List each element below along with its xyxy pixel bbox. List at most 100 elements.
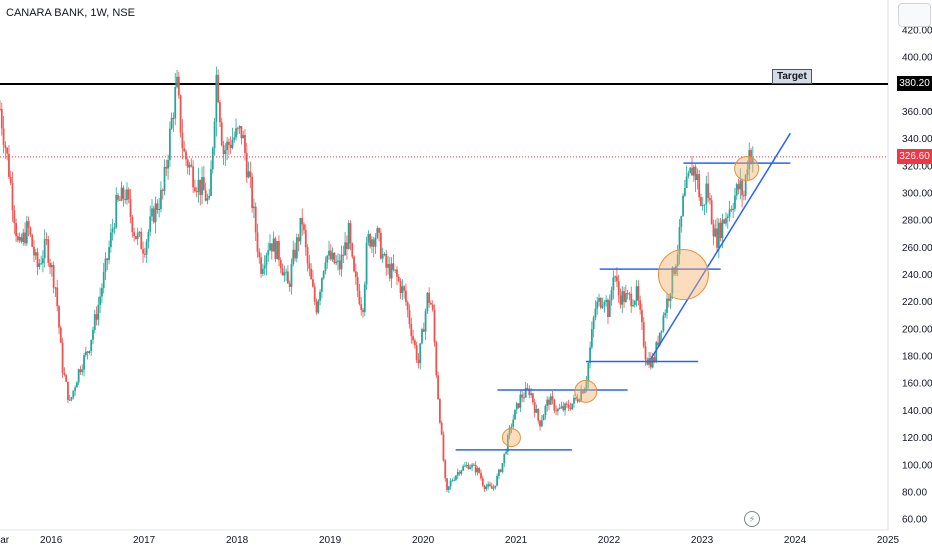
candle-body xyxy=(533,402,536,413)
candle-body xyxy=(79,369,82,372)
y-tick-label: 200.00 xyxy=(902,324,932,335)
candle-body xyxy=(723,219,726,224)
candle-body xyxy=(649,358,652,368)
candle-body xyxy=(265,255,268,266)
candle-body xyxy=(217,74,220,103)
candle-body xyxy=(531,393,534,403)
candle-body xyxy=(0,108,1,110)
candle-body xyxy=(619,295,622,305)
candle-body xyxy=(669,293,672,301)
candle-body xyxy=(433,309,436,343)
candle-body xyxy=(701,205,704,207)
candle-body xyxy=(286,271,289,284)
candle-body xyxy=(333,252,336,264)
candle-body xyxy=(589,347,591,363)
candle-body xyxy=(590,329,593,348)
candle-body xyxy=(683,187,686,196)
candle-body xyxy=(140,231,143,250)
candle-body xyxy=(544,405,547,416)
candle-body xyxy=(381,254,384,259)
candle-body xyxy=(746,169,749,176)
candle-body xyxy=(120,187,123,201)
candle-body xyxy=(226,141,228,151)
candle-body xyxy=(81,369,84,372)
candle-body xyxy=(299,217,302,242)
candle-body xyxy=(474,464,477,473)
candle-body xyxy=(16,236,19,241)
candle-body xyxy=(288,283,291,287)
candle-body xyxy=(188,164,191,168)
candle-body xyxy=(691,167,693,176)
candle-body xyxy=(508,427,511,436)
candle-body xyxy=(485,486,488,489)
level-price-badge: 380.20 xyxy=(897,76,932,92)
candle-body xyxy=(9,176,12,183)
candle-body xyxy=(104,258,107,272)
candle-body xyxy=(176,76,178,88)
candle-body xyxy=(88,350,91,353)
highlight-circle xyxy=(734,156,760,182)
candle-body xyxy=(363,284,366,313)
candle-body xyxy=(658,332,661,346)
candle-body xyxy=(412,336,414,341)
candle-body xyxy=(549,396,552,405)
candle-body xyxy=(179,95,182,133)
candle-body xyxy=(261,268,264,274)
candle-body xyxy=(328,250,330,256)
candle-body xyxy=(383,253,386,255)
candle-body xyxy=(685,176,688,188)
candle-body xyxy=(68,399,71,401)
candle-body xyxy=(496,475,499,486)
candle-body xyxy=(329,250,332,260)
candle-body xyxy=(728,209,731,217)
candle-body xyxy=(354,271,357,278)
candle-body xyxy=(574,397,577,400)
candle-body xyxy=(251,176,254,209)
candle-body xyxy=(358,290,361,305)
candle-body xyxy=(138,231,141,233)
x-tick-label: 2021 xyxy=(505,535,528,546)
candle-body xyxy=(101,288,103,297)
candle-body xyxy=(269,243,271,251)
candle-body xyxy=(99,296,102,305)
candle-body xyxy=(42,258,44,264)
highlight-circle xyxy=(657,249,709,301)
candle-body xyxy=(306,247,309,264)
candle-body xyxy=(460,470,463,474)
candle-body xyxy=(716,228,718,248)
candle-body xyxy=(598,298,600,302)
candle-body xyxy=(440,422,443,435)
toolbar-toggle-button[interactable] xyxy=(898,3,931,27)
y-tick-label: 180.00 xyxy=(902,352,932,363)
candle-body xyxy=(453,479,456,481)
candle-body xyxy=(633,300,636,306)
candle-body xyxy=(689,167,692,174)
candle-body xyxy=(607,299,609,317)
candle-body xyxy=(313,286,316,302)
candle-body xyxy=(594,308,597,318)
candle-body xyxy=(447,486,450,490)
candle-body xyxy=(247,171,250,178)
candle-body xyxy=(231,139,234,148)
candle-body xyxy=(301,217,304,225)
x-tick-label: 2016 xyxy=(40,535,63,546)
candle-body xyxy=(632,305,634,307)
candle-body xyxy=(215,74,218,122)
candle-body xyxy=(700,197,702,206)
candle-body xyxy=(6,148,9,154)
candle-body xyxy=(362,309,364,313)
candle-body xyxy=(210,169,212,196)
candle-body xyxy=(65,375,68,382)
candle-body xyxy=(24,232,26,244)
x-tick-label: 2025 xyxy=(877,535,900,546)
lightning-icon[interactable]: ⚡ xyxy=(744,511,760,527)
candle-body xyxy=(295,237,298,259)
candle-body xyxy=(465,464,468,466)
candle-body xyxy=(254,206,257,233)
candle-body xyxy=(573,397,575,404)
candle-body xyxy=(365,242,368,285)
candle-body xyxy=(651,357,654,368)
candle-body xyxy=(351,243,354,257)
candle-body xyxy=(244,135,246,154)
